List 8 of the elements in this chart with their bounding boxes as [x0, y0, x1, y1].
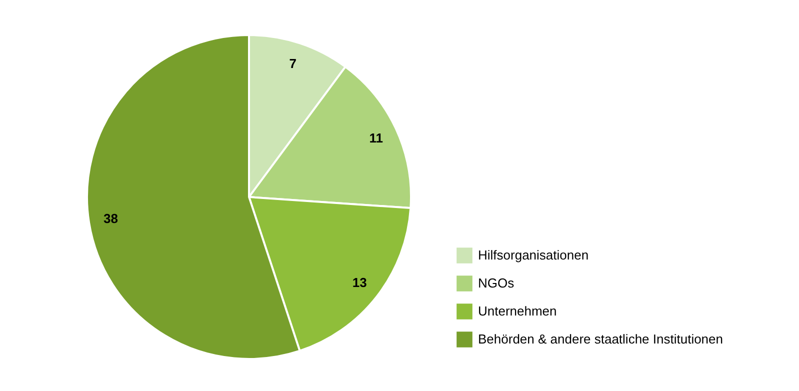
legend-label: Behörden & andere staatliche Institutionen	[478, 332, 724, 346]
data-label: 13	[352, 274, 367, 290]
legend-label: Unternehmen	[478, 304, 557, 318]
legend-label: Hilfsorganisationen	[478, 248, 589, 262]
data-label: 11	[369, 130, 383, 146]
data-label: 7	[289, 56, 296, 72]
data-label: 38	[104, 211, 118, 226]
legend-label: NGOs	[478, 276, 515, 290]
